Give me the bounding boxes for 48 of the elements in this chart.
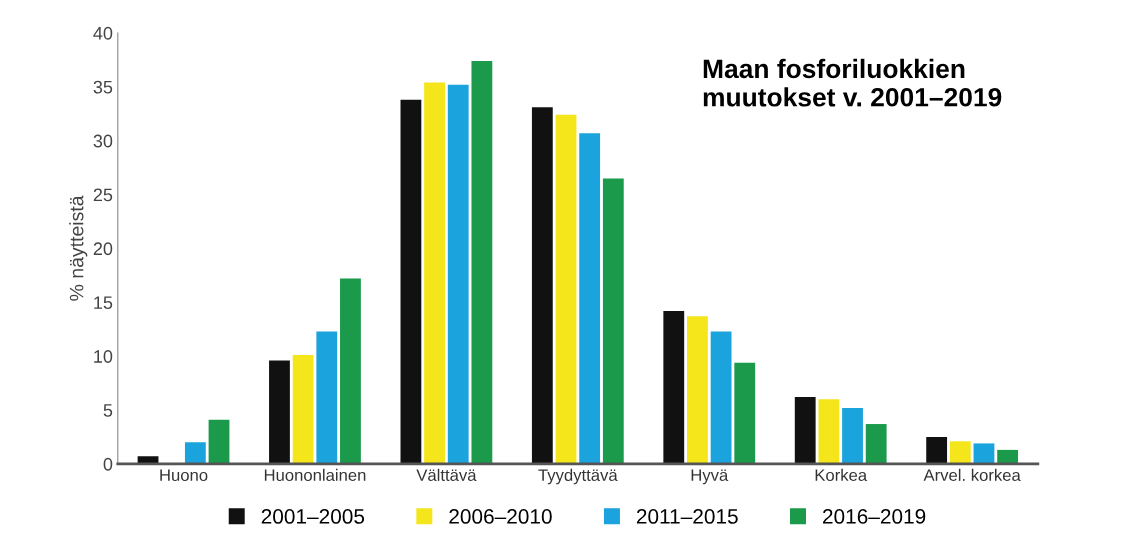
bar xyxy=(316,331,338,464)
bar xyxy=(579,133,601,464)
legend-label: 2016–2019 xyxy=(823,509,926,524)
bar xyxy=(865,424,887,464)
y-tick-label: 15 xyxy=(94,296,113,310)
x-tick-label: Hyvä xyxy=(691,469,729,485)
y-tick-label: 0 xyxy=(103,457,113,471)
y-tick-label: 20 xyxy=(93,242,113,256)
bar xyxy=(184,442,206,464)
bar xyxy=(663,310,685,464)
bar xyxy=(997,449,1019,464)
bar xyxy=(424,82,445,464)
bar xyxy=(531,107,553,464)
text: Maan fosforiluokkien muutokset v. 2001–2019 xyxy=(703,58,1002,107)
y-tick-label: 25 xyxy=(93,188,113,202)
x-tick-label: Huono xyxy=(160,469,208,482)
y-tick-label: 30 xyxy=(93,134,113,148)
legend-label: 2011–2015 xyxy=(636,509,738,524)
bar xyxy=(710,331,732,464)
y-tick-label: 35 xyxy=(93,80,113,94)
x-tick-label: Välttävä xyxy=(416,468,477,482)
bar xyxy=(949,441,971,464)
legend-label: 2001–2005 xyxy=(261,509,365,524)
bar xyxy=(292,355,314,464)
bar xyxy=(269,360,290,464)
bar xyxy=(208,419,230,464)
y-tick-label: 40 xyxy=(93,26,113,40)
legend-label: 2006–2010 xyxy=(449,509,552,524)
y-tick-label: 5 xyxy=(103,404,113,417)
bar xyxy=(555,114,577,464)
bar xyxy=(842,407,863,464)
x-tick-label: Arvel. korkea xyxy=(923,468,1021,482)
x-tick-label: Korkea xyxy=(815,468,868,482)
bar xyxy=(794,397,816,464)
bar xyxy=(734,362,756,464)
y-tick-label: 10 xyxy=(94,350,113,363)
y-axis-title: % näytteistä xyxy=(69,195,88,301)
bar xyxy=(818,399,840,464)
bar xyxy=(973,443,995,464)
bar xyxy=(687,316,708,464)
bar xyxy=(926,436,948,464)
bar xyxy=(602,178,624,464)
bar xyxy=(447,84,469,464)
x-tick-label: Tyydyttävä xyxy=(538,468,618,485)
bar xyxy=(340,278,361,464)
x-tick-label: Huononlainen xyxy=(264,468,366,482)
bar xyxy=(400,99,422,464)
bar xyxy=(471,60,493,464)
